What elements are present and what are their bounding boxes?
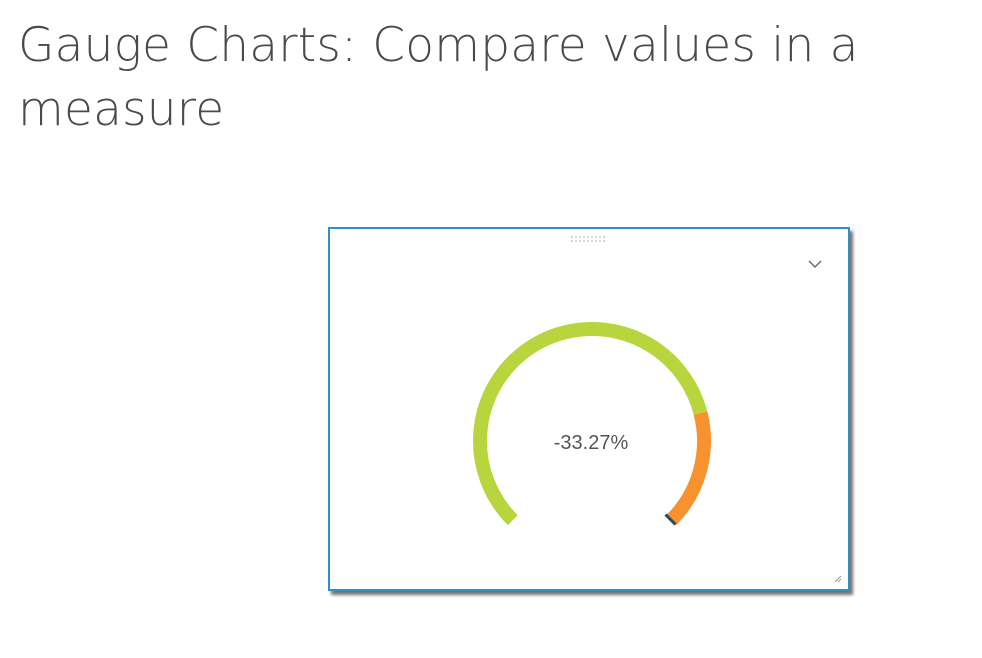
gauge-value-label: -33.27% <box>553 432 629 454</box>
gauge-needle <box>664 513 677 526</box>
drag-handle-icon[interactable] <box>570 235 608 243</box>
gauge-segment-0 <box>473 322 708 526</box>
slide-title: Gauge Charts: Compare values in a measur… <box>18 18 859 137</box>
gauge-widget[interactable]: -33.27% <box>328 227 850 591</box>
gauge-segment-1 <box>666 411 711 526</box>
gauge-chart <box>473 322 711 526</box>
chevron-down-icon[interactable] <box>807 258 823 270</box>
resize-grip-icon[interactable] <box>832 573 842 583</box>
